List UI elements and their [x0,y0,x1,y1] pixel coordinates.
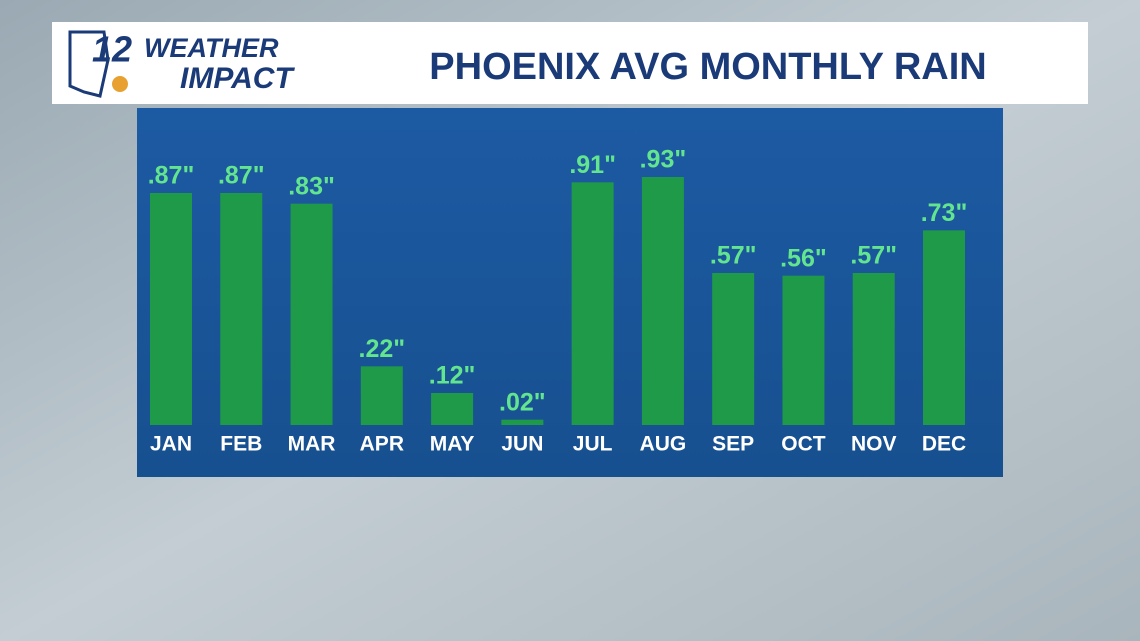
value-label: .56" [780,244,827,272]
logo: 12 WEATHER IMPACT [68,29,295,98]
bar [220,193,263,425]
value-label: .57" [710,242,757,270]
logo-line2: IMPACT [180,62,295,95]
x-tick-label: MAY [430,433,475,456]
value-label: .83" [288,172,335,200]
chart-title: PHOENIX AVG MONTHLY RAIN [429,46,986,88]
peacock [112,76,128,92]
x-tick-label: JUN [501,433,543,456]
bar [712,273,755,425]
bar [431,393,474,425]
bar [923,230,965,425]
x-tick-label: APR [360,433,404,456]
value-label: .57" [850,242,897,270]
header [52,22,1088,104]
x-tick-label: MAR [288,433,336,456]
bar [782,275,825,425]
x-tick-label: OCT [781,433,826,456]
value-label: .87" [218,162,265,190]
x-tick-label: NOV [851,433,897,456]
bar [290,203,333,425]
bar [571,182,614,425]
value-label: .12" [429,362,476,390]
bar [501,419,544,425]
x-tick-label: JUL [573,433,613,456]
logo-line1: WEATHER [144,33,279,63]
value-label: .73" [921,199,968,227]
bar [360,366,403,425]
logo-number: 12 [92,29,132,70]
x-tick-label: JAN [150,433,192,456]
x-tick-label: FEB [220,433,262,456]
value-label: .93" [640,146,687,174]
bar [150,193,192,425]
bar [852,273,895,425]
x-tick-label: DEC [922,433,966,456]
value-label: .02" [499,388,546,416]
value-label: .87" [148,162,195,190]
x-tick-label: AUG [640,433,687,456]
value-label: .22" [359,335,406,363]
value-label: .91" [569,151,616,179]
state-outline [68,30,110,98]
x-tick-label: SEP [712,433,754,456]
bar [641,177,684,425]
